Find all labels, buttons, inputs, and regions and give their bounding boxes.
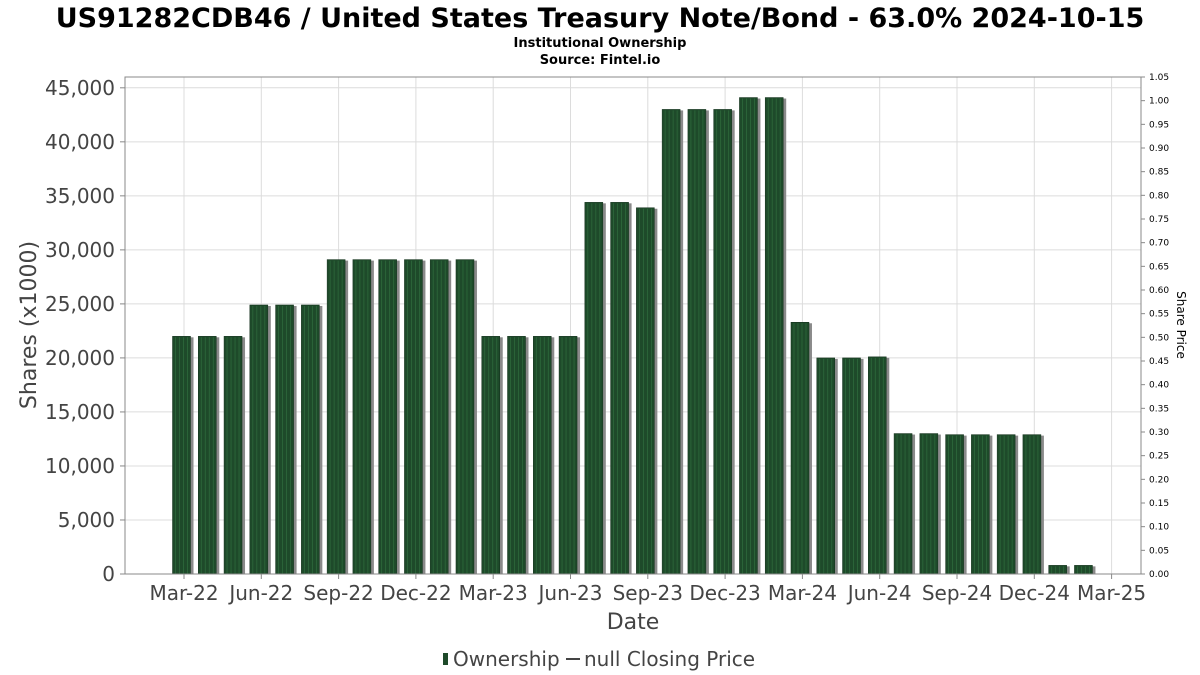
y2-tick-label: 0.90 [1149,144,1169,154]
y2-tick-label: 0.00 [1149,570,1169,580]
ownership-bar [816,357,838,575]
ownership-bar [971,434,993,575]
plot-frame [124,76,1142,575]
ownership-bar [687,109,709,575]
ownership-bar [481,336,503,575]
x-tick-label: Mar-23 [459,581,528,605]
y2-tick-label: 0.30 [1149,428,1169,438]
x-tick-label: Mar-25 [1077,581,1146,605]
y-tick-label: 15,000 [45,400,115,424]
ownership-bar [790,322,812,575]
y2-tick-label: 0.65 [1149,262,1169,272]
ownership-bar [713,109,735,575]
legend-ownership-swatch [443,653,448,665]
y2-tick-label: 0.15 [1149,499,1169,509]
x-tick-label: Mar-22 [149,581,218,605]
chart-subtitle-source: Source: Fintel.io [540,53,661,68]
y-tick-label: 35,000 [45,184,115,208]
y2-tick-label: 1.00 [1149,97,1169,107]
ownership-bar [1022,434,1044,575]
ownership-bar [610,202,632,575]
ownership-bar [1048,565,1070,575]
x-axis-ticks: Mar-22 Jun-22 Sep-22 Dec-22 Mar-23 Jun-23 Sep-… [149,574,1146,605]
x-axis-label: Date [607,610,660,635]
y2-tick-label: 0.45 [1149,357,1169,367]
y2-axis-label: Share Price [1174,291,1188,359]
ownership-bar [326,259,349,575]
legend-price-label: null Closing Price [584,647,755,671]
y2-tick-label: 0.80 [1149,191,1169,201]
ownership-bar [301,304,323,575]
y-tick-label: 5,000 [58,508,115,532]
x-tick-label: Dec-22 [380,581,451,605]
ownership-bar [919,433,941,575]
y2-tick-label: 0.75 [1149,215,1169,225]
ownership-bar [584,202,606,575]
y-tick-label: 20,000 [45,346,115,370]
y-tick-label: 40,000 [45,130,115,154]
y-tick-label: 25,000 [45,292,115,316]
legend-ownership-label: Ownership [453,647,560,671]
y-tick-label: 30,000 [45,238,115,262]
y2-tick-label: 0.50 [1149,333,1169,343]
x-tick-label: Jun-24 [846,581,912,605]
y-tick-label: 10,000 [45,454,115,478]
y-axis-ticks: 0 5,000 10,000 15,000 20,000 25,000 30,000 35,0… [45,76,125,586]
ownership-bar [249,304,271,575]
y2-tick-label: 0.70 [1149,239,1169,249]
y2-tick-label: 0.95 [1149,120,1169,130]
ownership-bar [739,97,761,575]
y2-tick-label: 0.60 [1149,286,1169,296]
ownership-bar [893,433,916,575]
y2-tick-label: 0.25 [1149,452,1169,462]
ownership-bar [172,336,194,575]
ownership-bar [764,97,787,575]
ownership-bar [533,336,555,575]
ownership-bar [661,109,684,575]
ownership-bar [1074,565,1096,575]
ownership-bar [868,356,890,575]
y-axis-label: Shares (x1000) [17,241,42,409]
ownership-bar [198,336,220,575]
ownership-bar [404,259,426,575]
y2-tick-label: 1.05 [1149,73,1169,83]
x-tick-label: Dec-23 [689,581,760,605]
y-tick-label: 45,000 [45,76,115,100]
x-tick-label: Sep-23 [613,581,683,605]
ownership-bar [507,336,529,575]
chart-title: US91282CDB46 / United States Treasury No… [56,3,1145,34]
y2-tick-label: 0.85 [1149,168,1169,178]
ownership-bar [455,259,477,575]
y2-tick-label: 0.55 [1149,310,1169,320]
x-tick-label: Jun-22 [227,581,293,605]
legend: Ownership null Closing Price [443,647,755,671]
ownership-bar [223,336,246,575]
x-tick-label: Dec-24 [999,581,1070,605]
x-tick-label: Sep-22 [303,581,373,605]
chart-subtitle-ownership: Institutional Ownership [514,36,687,51]
ownership-bar [842,357,864,575]
ownership-bar [378,259,400,575]
ownership-bar [945,434,967,575]
y2-tick-label: 0.40 [1149,381,1169,391]
ownership-bar [636,207,658,575]
y2-tick-label: 0.10 [1149,523,1169,533]
y2-axis-ticks: 0.00 0.05 0.10 0.15 0.20 0.25 0.30 0.35 0.40 0.45… [1141,73,1169,580]
y2-tick-label: 0.05 [1149,546,1169,556]
ownership-bar [558,336,581,575]
x-tick-label: Mar-24 [768,581,837,605]
x-tick-label: Jun-23 [537,581,603,605]
y2-tick-label: 0.20 [1149,475,1169,485]
y-tick-label: 0 [102,562,115,586]
ownership-bar [996,434,1019,575]
ownership-bar [275,304,297,575]
y2-tick-label: 0.35 [1149,404,1169,414]
ownership-bar [429,259,452,575]
ownership-bar [352,259,374,575]
x-tick-label: Sep-24 [922,581,992,605]
ownership-bars [172,97,1096,575]
